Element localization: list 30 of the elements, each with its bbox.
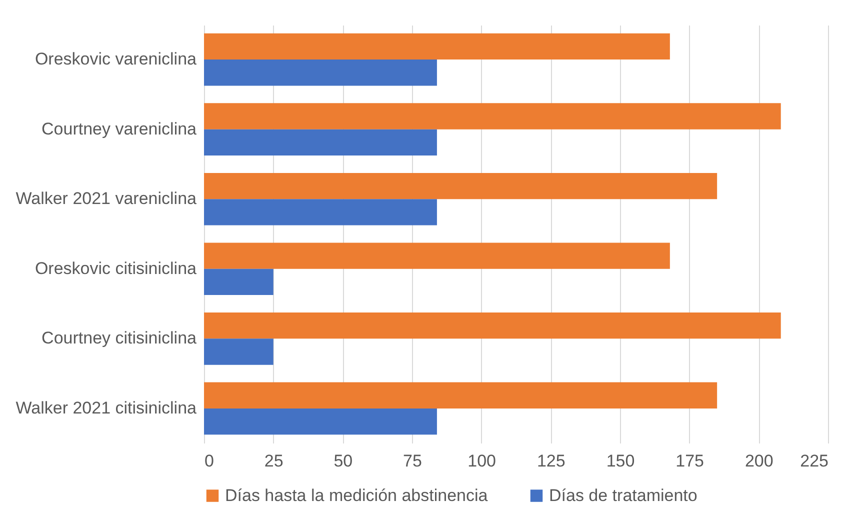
y-tick-label: Oreskovic vareniclina xyxy=(34,50,198,69)
x-tick-label: 100 xyxy=(468,452,496,470)
y-tick-label: Courtney vareniclina xyxy=(42,119,198,138)
bar xyxy=(204,172,718,200)
x-tick-label: 75 xyxy=(403,452,422,470)
y-tick-label: Oreskovic citisiniclina xyxy=(34,258,198,278)
bar xyxy=(204,268,274,296)
y-tick-label: Walker 2021 citisiniclina xyxy=(16,398,198,418)
x-tick-label: 200 xyxy=(744,452,774,470)
bar xyxy=(204,382,718,408)
x-tick-label: 50 xyxy=(334,452,353,470)
x-tick-label: 125 xyxy=(536,452,566,470)
bar xyxy=(204,312,781,339)
x-tick-label: 225 xyxy=(800,452,828,470)
bar xyxy=(204,338,274,365)
x-tick-label: 150 xyxy=(606,452,635,470)
legend-label: Días de tratamiento xyxy=(549,486,698,505)
x-tick-label: 0 xyxy=(204,452,214,470)
bar xyxy=(204,129,437,156)
x-tick-label: 25 xyxy=(264,452,284,470)
bar xyxy=(204,408,437,435)
bar xyxy=(204,242,670,269)
bar xyxy=(204,60,437,86)
y-tick-label: Courtney citisiniclina xyxy=(42,328,198,348)
legend-label: Días hasta la medición abstinencia xyxy=(225,486,488,505)
x-tick-label: 175 xyxy=(676,452,704,470)
y-tick-label: Walker 2021 vareniclina xyxy=(16,189,198,208)
bar xyxy=(204,103,781,130)
bar xyxy=(204,33,670,60)
bar xyxy=(204,199,437,226)
